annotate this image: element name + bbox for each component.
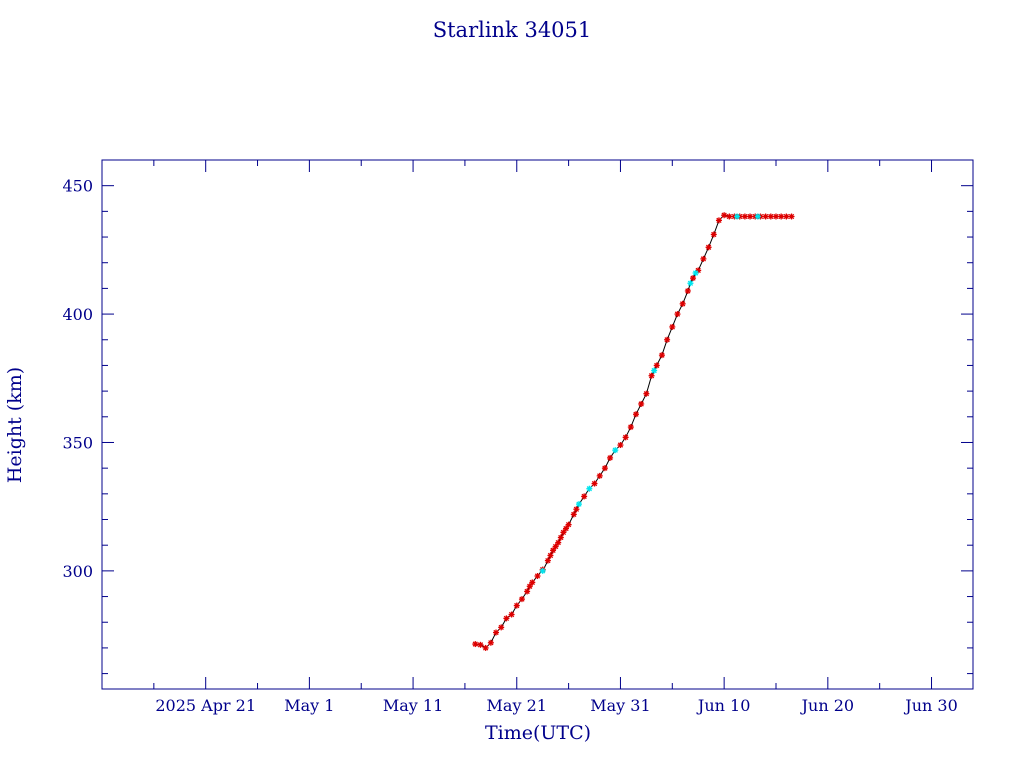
red-data-point bbox=[503, 615, 510, 622]
red-data-point bbox=[772, 213, 779, 220]
y-tick-label: 300 bbox=[62, 562, 93, 581]
plot-frame bbox=[101, 159, 974, 690]
red-data-point bbox=[726, 213, 733, 220]
red-data-point bbox=[565, 521, 572, 528]
x-tick-label: May 21 bbox=[487, 696, 547, 715]
cyan-data-point bbox=[612, 447, 619, 454]
red-data-point bbox=[570, 511, 577, 518]
red-data-point bbox=[573, 506, 580, 513]
axis-ticks bbox=[102, 160, 973, 689]
cyan-data-point bbox=[692, 269, 699, 276]
cyan-data-point bbox=[651, 367, 658, 374]
red-data-point bbox=[762, 213, 769, 220]
red-data-point bbox=[498, 624, 505, 631]
red-data-point bbox=[550, 547, 557, 554]
red-data-point bbox=[493, 629, 500, 636]
red-data-point bbox=[591, 480, 598, 487]
red-data-point bbox=[633, 411, 640, 418]
red-data-point bbox=[477, 641, 484, 648]
red-data-point bbox=[508, 611, 515, 618]
red-data-point bbox=[778, 213, 785, 220]
red-data-point bbox=[684, 287, 691, 294]
red-data-point bbox=[563, 525, 570, 532]
red-data-point bbox=[581, 493, 588, 500]
red-data-point bbox=[648, 372, 655, 379]
red-data-point bbox=[482, 644, 489, 651]
red-data-point bbox=[710, 231, 717, 238]
x-tick-label: Jun 30 bbox=[903, 696, 957, 715]
red-data-point bbox=[721, 212, 728, 219]
chart-title: Starlink 34051 bbox=[433, 18, 592, 42]
x-tick-label: May 11 bbox=[383, 696, 443, 715]
red-data-point bbox=[627, 424, 634, 431]
red-data-point bbox=[700, 255, 707, 262]
red-data-point bbox=[767, 213, 774, 220]
red-data-point bbox=[622, 434, 629, 441]
red-data-point bbox=[529, 579, 536, 586]
red-data-point bbox=[487, 639, 494, 646]
red-data-point bbox=[557, 534, 564, 541]
red-data-point bbox=[658, 352, 665, 359]
red-data-point bbox=[472, 641, 479, 648]
red-data-point bbox=[534, 573, 541, 580]
red-data-point bbox=[664, 336, 671, 343]
red-data-point bbox=[643, 390, 650, 397]
cyan-data-point bbox=[586, 485, 593, 492]
x-tick-labels: 2025 Apr 21 May 1 May 11 May 21 May 31 Jun 10… bbox=[155, 696, 957, 715]
x-axis-label: Time(UTC) bbox=[485, 722, 591, 744]
red-data-point bbox=[788, 213, 795, 220]
cyan-data-point bbox=[539, 567, 546, 574]
cyan-data-point bbox=[734, 213, 741, 220]
x-tick-label: May 31 bbox=[590, 696, 650, 715]
red-data-point bbox=[544, 557, 551, 564]
red-data-point bbox=[783, 213, 790, 220]
y-axis-label: Height (km) bbox=[4, 367, 26, 483]
red-data-point bbox=[690, 275, 697, 282]
red-data-point bbox=[560, 529, 567, 536]
red-data-point bbox=[653, 362, 660, 369]
red-data-point bbox=[674, 311, 681, 318]
height-trend-line bbox=[475, 214, 792, 649]
red-data-point bbox=[607, 454, 614, 461]
y-tick-label: 450 bbox=[62, 177, 93, 196]
x-tick-label: Jun 20 bbox=[800, 696, 854, 715]
red-data-point bbox=[747, 213, 754, 220]
y-tick-label: 350 bbox=[62, 433, 93, 452]
cyan-data-point bbox=[575, 501, 582, 508]
x-tick-label: Jun 10 bbox=[696, 696, 750, 715]
red-data-point bbox=[617, 442, 624, 449]
red-data-point bbox=[552, 543, 559, 550]
y-tick-label: 400 bbox=[62, 305, 93, 324]
red-data-point bbox=[715, 217, 722, 224]
red-data-point bbox=[705, 244, 712, 251]
x-tick-label: 2025 Apr 21 bbox=[155, 696, 256, 715]
red-data-point bbox=[669, 323, 676, 330]
red-data-point bbox=[524, 588, 531, 595]
red-data-point bbox=[741, 213, 748, 220]
cyan-data-point bbox=[687, 280, 694, 287]
red-data-point bbox=[601, 465, 608, 472]
red-data-point bbox=[526, 583, 533, 590]
data-points bbox=[472, 212, 795, 651]
red-data-point bbox=[547, 552, 554, 559]
red-data-point bbox=[518, 596, 525, 603]
red-data-point bbox=[555, 539, 562, 546]
red-data-point bbox=[596, 472, 603, 479]
red-data-point bbox=[513, 602, 520, 609]
red-data-point bbox=[638, 400, 645, 407]
y-tick-labels: 300 350 400 450 bbox=[62, 177, 93, 581]
cyan-data-point bbox=[754, 213, 761, 220]
red-data-point bbox=[679, 300, 686, 307]
x-tick-label: May 1 bbox=[284, 696, 334, 715]
